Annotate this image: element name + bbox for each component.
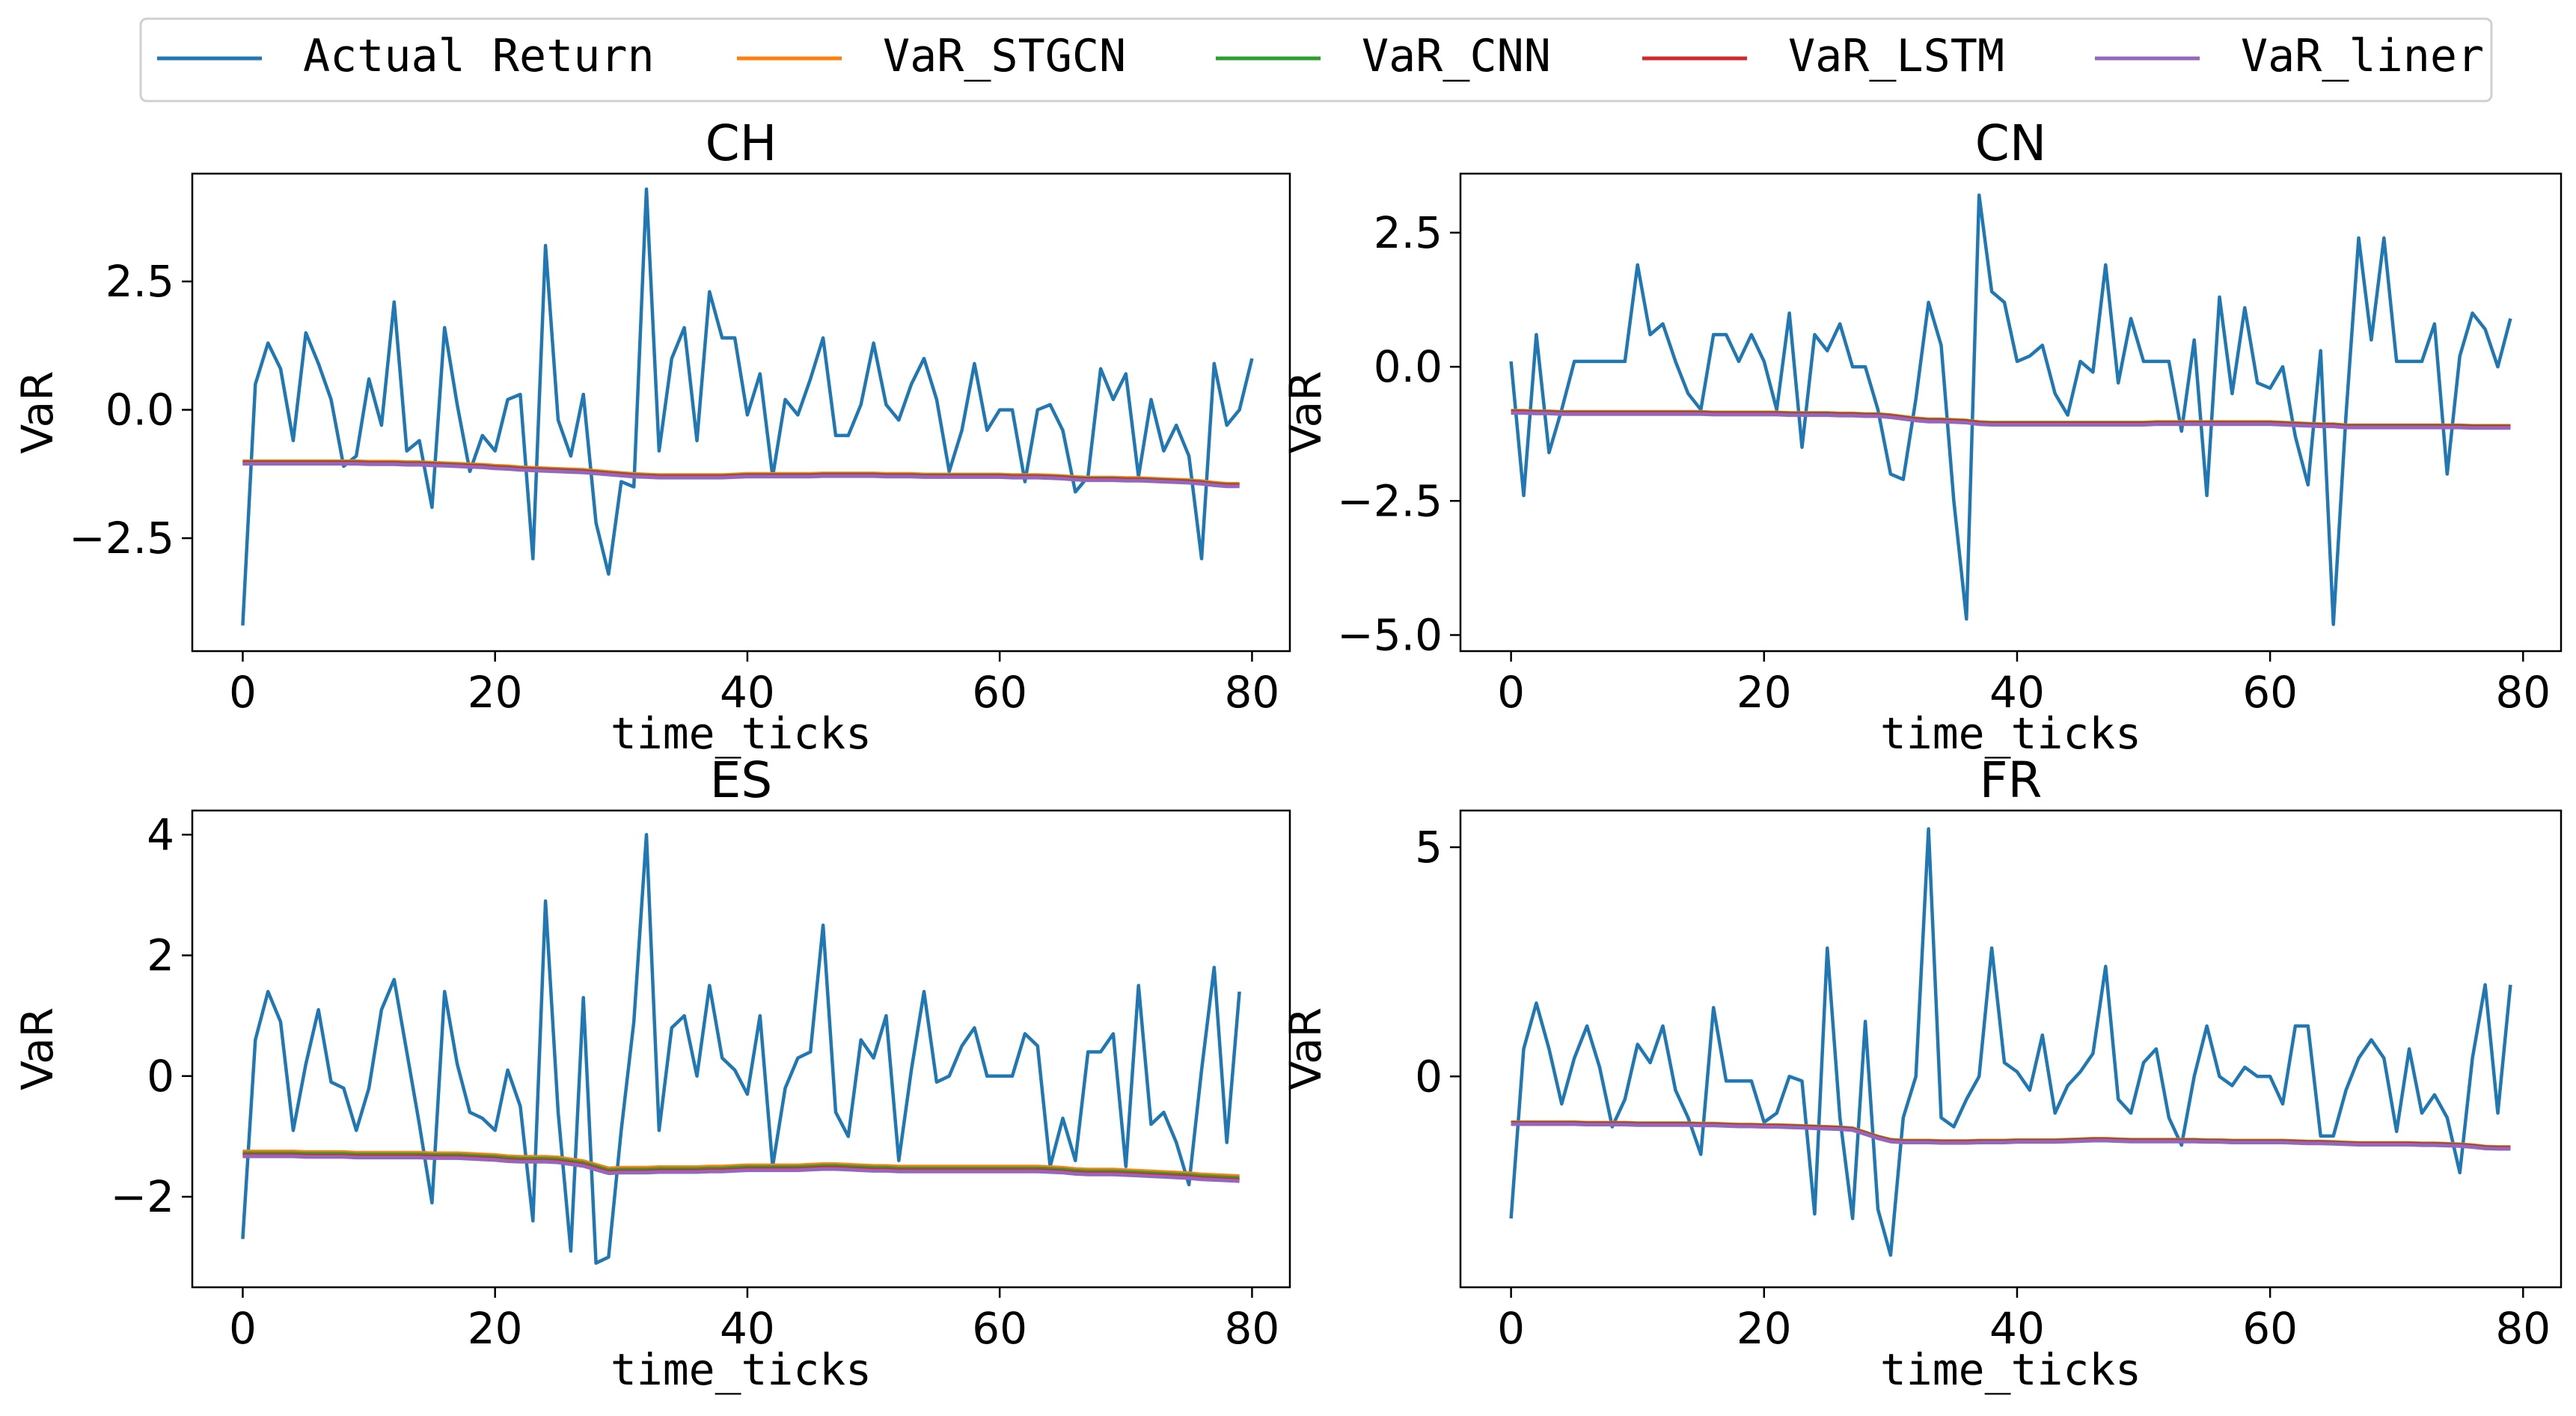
legend-label: VaR_CNN — [1362, 30, 1551, 82]
y-tick-label: −2.5 — [69, 513, 174, 564]
y-tick-label: 0 — [1415, 1051, 1443, 1102]
chart-panel-ch: 0 20 40 60 80 2.5 0.0 −2.5 CH time_ticks VaR — [12, 115, 1291, 759]
series-group — [241, 833, 1241, 1265]
axes-frame — [1459, 809, 2563, 1289]
legend-label: Actual Return — [303, 30, 655, 82]
series-group — [1509, 827, 2512, 1257]
axes-frame — [191, 809, 1291, 1289]
legend-item: VaR_LSTM — [1642, 30, 2004, 82]
y-tick-label: 0.0 — [105, 385, 174, 436]
y-tick-label: 2.5 — [1374, 207, 1443, 258]
x-tick-label: 40 — [1989, 1303, 2045, 1354]
legend-label: VaR_STGCN — [883, 30, 1126, 82]
series-line-var-liner — [1511, 1122, 2511, 1151]
x-tick-label: 80 — [2495, 667, 2551, 718]
y-axis-label: VaR — [1280, 1007, 1331, 1090]
x-tick-label: 0 — [1497, 667, 1525, 718]
y-axis-label: VaR — [12, 370, 63, 454]
y-tick-label: −5.0 — [1337, 609, 1443, 660]
legend: Actual Return VaR_STGCN VaR_CNN VaR_LSTM VaR… — [139, 17, 2493, 103]
x-tick-label: 60 — [972, 1303, 1027, 1354]
series-line-actual-return — [1509, 827, 2512, 1257]
x-tick-label: 80 — [1225, 1303, 1280, 1354]
chart-title: ES — [710, 751, 773, 809]
legend-item: VaR_CNN — [1216, 30, 1551, 82]
x-tick-label: 20 — [468, 1303, 523, 1354]
series-line-var-liner — [242, 1154, 1240, 1183]
x-axis-label: time_ticks — [611, 708, 872, 759]
x-axis-label: time_ticks — [1880, 1344, 2141, 1395]
legend-label: VaR_liner — [2241, 30, 2484, 82]
chart-panel-cn: 0 20 40 60 80 2.5 0.0 −2.5 −5.0 CN time_ticks VaR — [1280, 115, 2563, 759]
x-tick-label: 0 — [229, 667, 257, 718]
x-axis-label: time_ticks — [1880, 708, 2141, 759]
y-tick-label: 2 — [147, 930, 174, 981]
legend-item: Actual Return — [157, 30, 655, 82]
x-tick-label: 60 — [2242, 667, 2298, 718]
series-line-var-liner — [1511, 411, 2511, 430]
x-tick-label: 60 — [2242, 1303, 2298, 1354]
y-axis-label: VaR — [12, 1007, 63, 1090]
x-tick-label: 40 — [1989, 667, 2045, 718]
x-tick-label: 0 — [229, 1303, 257, 1354]
x-tick-label: 80 — [1225, 667, 1280, 718]
series-line-actual-return — [241, 187, 1254, 626]
x-tick-label: 40 — [720, 1303, 775, 1354]
x-tick-label: 0 — [1497, 1303, 1525, 1354]
chart-title: CH — [706, 115, 777, 172]
x-tick-label: 20 — [1737, 667, 1792, 718]
y-axis-label: VaR — [1280, 370, 1331, 454]
y-tick-label: −2.5 — [1337, 475, 1443, 526]
legend-item: VaR_STGCN — [737, 30, 1126, 82]
x-tick-label: 20 — [1737, 1303, 1792, 1354]
x-tick-label: 40 — [720, 667, 775, 718]
x-tick-label: 60 — [972, 667, 1027, 718]
legend-item: VaR_liner — [2095, 30, 2484, 82]
axes-frame — [191, 172, 1291, 653]
chart-title: CN — [1975, 115, 2046, 172]
series-line-actual-return — [241, 833, 1241, 1265]
y-tick-label: 0.0 — [1374, 341, 1443, 392]
series-line-var-liner — [242, 462, 1240, 489]
series-group — [1509, 193, 2512, 626]
x-axis-label: time_ticks — [611, 1344, 872, 1395]
y-tick-label: 2.5 — [105, 256, 174, 307]
y-tick-label: 0 — [147, 1051, 174, 1102]
series-line-actual-return — [1509, 193, 2512, 626]
x-tick-label: 80 — [2495, 1303, 2551, 1354]
y-tick-label: −2 — [111, 1171, 175, 1222]
chart-title: FR — [1980, 751, 2043, 809]
chart-panel-fr: 0 20 40 60 80 5 0 FR time_ticks VaR — [1280, 751, 2563, 1395]
axes-frame — [1459, 172, 2563, 653]
series-group — [241, 187, 1254, 626]
y-tick-label: 5 — [1415, 822, 1443, 873]
legend-label: VaR_LSTM — [1788, 30, 2004, 82]
y-tick-label: 4 — [147, 809, 174, 860]
x-tick-label: 20 — [468, 667, 523, 718]
